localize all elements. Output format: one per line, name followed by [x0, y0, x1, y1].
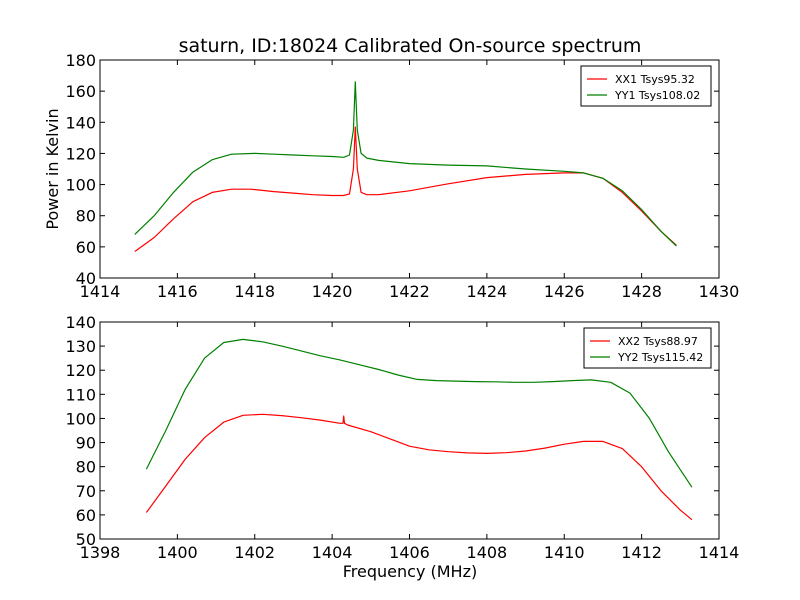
- chart-title: saturn, ID:18024 Calibrated On-source sp…: [179, 35, 642, 57]
- bottom-y-tick-label-3: 80: [76, 458, 96, 477]
- bottom-legend-label-0: XX2 Tsys88.97: [618, 335, 698, 348]
- top-x-tick-label-5: 1424: [467, 282, 508, 301]
- bottom-x-tick-label-3: 1404: [312, 543, 353, 562]
- top-series-line-1: [134, 81, 677, 247]
- top-panel: 1414 1416 1418 1420 1422 1424 1426 1428 1430 40 60…: [65, 51, 739, 301]
- top-x-tick-label-0: 1414: [80, 282, 121, 301]
- bottom-y-tick-label-2: 70: [76, 482, 96, 501]
- bottom-y-tick-label-4: 90: [76, 434, 96, 453]
- bottom-x-tick-label-5: 1408: [467, 543, 508, 562]
- top-panel-ticks: 1414 1416 1418 1420 1422 1424 1426 1428 1430 40 60…: [65, 51, 739, 301]
- bottom-x-tick-label-0: 1398: [80, 543, 121, 562]
- bottom-x-tick-label-1: 1400: [157, 543, 198, 562]
- y-axis-label-top: Power in Kelvin: [43, 108, 62, 229]
- top-y-tick-label-3: 100: [65, 176, 96, 195]
- top-legend-label-1: YY1 Tsys108.02: [614, 89, 700, 102]
- top-legend-box: [580, 65, 712, 107]
- bottom-panel-series: [145, 338, 693, 521]
- top-y-tick-label-7: 180: [65, 51, 96, 70]
- top-y-tick-label-5: 140: [65, 113, 96, 132]
- bottom-x-tick-label-8: 1414: [699, 543, 740, 562]
- bottom-x-tick-label-7: 1412: [621, 543, 662, 562]
- top-x-tick-label-1: 1416: [157, 282, 198, 301]
- top-x-tick-label-3: 1420: [312, 282, 353, 301]
- top-panel-series: [134, 81, 677, 252]
- top-y-tick-label-2: 80: [76, 207, 96, 226]
- bottom-y-tick-label-9: 140: [65, 313, 96, 332]
- top-y-tick-label-1: 60: [76, 238, 96, 257]
- bottom-x-tick-label-6: 1410: [544, 543, 585, 562]
- bottom-y-tick-label-7: 120: [65, 361, 96, 380]
- top-y-tick-label-0: 40: [76, 269, 96, 288]
- top-x-tick-label-4: 1422: [389, 282, 430, 301]
- top-x-tick-label-2: 1418: [234, 282, 275, 301]
- bottom-panel: 1398 1400 1402 1404 1406 1408 1410 1412 1414 50 60…: [65, 313, 739, 562]
- bottom-panel-ticks: 1398 1400 1402 1404 1406 1408 1410 1412 1414 50 60…: [65, 313, 739, 562]
- bottom-x-tick-label-4: 1406: [389, 543, 430, 562]
- bottom-y-tick-label-5: 100: [65, 409, 96, 428]
- bottom-legend-box: [583, 327, 712, 369]
- top-x-tick-label-7: 1428: [621, 282, 662, 301]
- bottom-y-tick-label-0: 50: [76, 530, 96, 549]
- bottom-y-tick-label-6: 110: [65, 385, 96, 404]
- top-y-tick-label-6: 160: [65, 82, 96, 101]
- bottom-y-tick-label-8: 130: [65, 337, 96, 356]
- top-x-tick-label-8: 1430: [699, 282, 740, 301]
- bottom-legend-label-1: YY2 Tsys115.42: [617, 351, 703, 364]
- bottom-panel-frame: [99, 321, 720, 540]
- bottom-y-tick-label-1: 60: [76, 506, 96, 525]
- top-y-tick-label-4: 120: [65, 144, 96, 163]
- bottom-series-line-1: [145, 338, 693, 488]
- bottom-panel-legend: XX2 Tsys88.97 YY2 Tsys115.42: [583, 327, 712, 369]
- bottom-x-tick-label-2: 1402: [234, 543, 275, 562]
- top-x-tick-label-6: 1426: [544, 282, 585, 301]
- bottom-series-line-0: [145, 413, 693, 521]
- top-panel-frame: [99, 59, 720, 279]
- top-legend-label-0: XX1 Tsys95.32: [615, 73, 695, 86]
- x-axis-label-bottom: Frequency (MHz): [343, 562, 477, 581]
- top-panel-legend: XX1 Tsys95.32 YY1 Tsys108.02: [580, 65, 712, 107]
